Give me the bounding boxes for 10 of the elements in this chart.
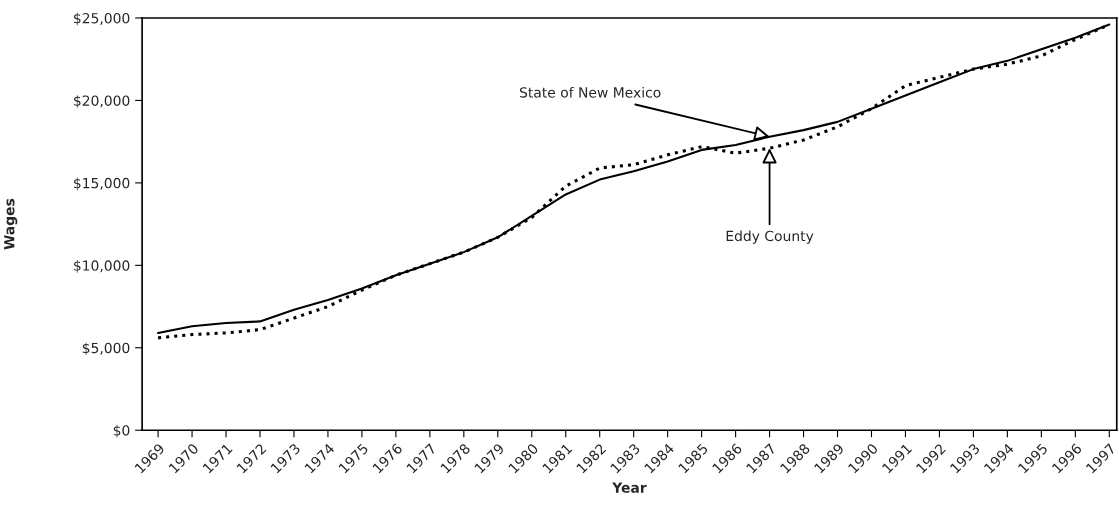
y-tick-label: $0 bbox=[113, 424, 130, 438]
y-tick-label: $20,000 bbox=[74, 95, 130, 108]
y-tick-label: $25,000 bbox=[74, 12, 130, 26]
y-tick-label: $10,000 bbox=[74, 260, 130, 273]
annotation: Eddy County bbox=[726, 230, 814, 244]
annotation: State of New Mexico bbox=[519, 86, 661, 98]
y-tick-label: $5,000 bbox=[82, 342, 130, 356]
y-axis-title: Wages bbox=[4, 198, 18, 250]
x-axis-title: Year bbox=[612, 482, 647, 493]
y-tick-label: $15,000 bbox=[74, 177, 130, 191]
